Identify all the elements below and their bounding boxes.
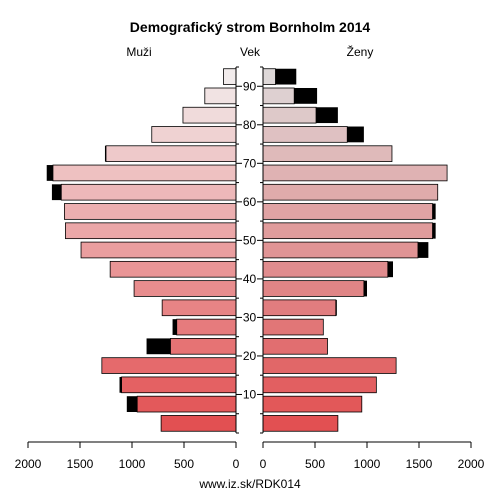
male-bar-35-39 (133, 280, 237, 297)
right-x-label-1000: 1000 (354, 457, 381, 471)
female-bar-90+ (262, 68, 276, 85)
male-bar-80-84 (182, 106, 237, 124)
chart-title: Demografický strom Bornholm 2014 (130, 19, 371, 35)
female-bar-15-19 (262, 357, 397, 374)
female-bar-5-9 (262, 395, 363, 413)
male-bar-0-4 (160, 415, 237, 432)
female-bar-65-69 (262, 164, 448, 182)
left-x-label-0: 0 (233, 457, 240, 471)
female-excess-bar-30-34 (335, 299, 337, 316)
female-bar-60-64 (262, 183, 439, 201)
left-x-label-2000: 2000 (15, 457, 42, 471)
center-axis-label: Vek (240, 45, 261, 59)
female-excess-bar-35-39 (363, 280, 367, 297)
female-excess-bar-85-89 (294, 87, 318, 104)
female-excess-bar-40-44 (387, 261, 393, 278)
female-bar-30-34 (262, 299, 337, 317)
left-x-label-1500: 1500 (67, 457, 94, 471)
male-excess-bar-60-64 (51, 184, 62, 201)
male-bar-30-34 (161, 299, 237, 317)
female-bars (262, 68, 448, 432)
female-bar-75-79 (262, 126, 348, 143)
male-bars (46, 68, 237, 432)
male-bar-75-79 (151, 126, 237, 143)
left-x-label-1000: 1000 (119, 457, 146, 471)
female-excess-bar-75-79 (347, 126, 364, 143)
male-excess-bar-5-9 (126, 396, 138, 413)
male-bar-55-59 (64, 203, 237, 220)
male-excess-bar-25-29 (172, 319, 177, 335)
male-bar-45-49 (80, 241, 237, 259)
female-bar-45-49 (262, 241, 419, 259)
female-bar-20-24 (262, 338, 328, 355)
male-bar-85-89 (204, 87, 237, 105)
female-bar-85-89 (262, 87, 295, 105)
male-bar-5-9 (136, 395, 237, 413)
female-excess-bar-90+ (275, 68, 297, 85)
right-x-label-500: 500 (305, 457, 325, 471)
female-bar-0-4 (262, 415, 339, 432)
male-bar-15-19 (101, 357, 237, 374)
right-x-label-2000: 2000 (458, 457, 485, 471)
left-x-label-500: 500 (174, 457, 194, 471)
age-label-90: 90 (243, 79, 257, 93)
male-bar-70-74 (105, 145, 237, 162)
male-bar-20-24 (170, 338, 237, 355)
male-excess-bar-10-14 (119, 376, 122, 393)
female-bar-35-39 (262, 280, 365, 297)
female-bar-25-29 (262, 318, 324, 336)
axes: 10 20 30 40 50 60 70 80 90 0 0 500 500 1000 1000 1500 15… (15, 66, 485, 471)
female-excess-bar-50-54 (432, 222, 436, 239)
age-label-80: 80 (243, 118, 257, 132)
age-label-40: 40 (243, 272, 257, 286)
right-x-label-0: 0 (260, 457, 267, 471)
age-label-70: 70 (243, 156, 257, 170)
female-excess-bar-45-49 (417, 242, 429, 258)
left-panel-label: Muži (126, 45, 151, 59)
male-bar-10-14 (121, 376, 237, 394)
female-excess-bar-80-84 (316, 107, 338, 124)
male-bar-60-64 (60, 183, 237, 201)
male-excess-bar-20-24 (146, 338, 171, 355)
female-bar-50-54 (262, 222, 433, 240)
male-bar-90+ (223, 68, 237, 85)
right-panel-label: Ženy (347, 44, 374, 59)
male-excess-bar-70-74 (104, 145, 106, 162)
male-bar-40-44 (109, 260, 237, 278)
footer-text: www.iz.sk/RDK014 (198, 477, 301, 491)
age-label-60: 60 (243, 195, 257, 209)
female-bar-10-14 (262, 376, 377, 394)
right-x-label-1500: 1500 (406, 457, 433, 471)
female-bar-70-74 (262, 145, 393, 162)
female-bar-55-59 (262, 203, 433, 220)
male-excess-bar-65-69 (46, 165, 53, 181)
age-label-30: 30 (243, 310, 257, 324)
male-bar-25-29 (176, 318, 237, 336)
male-bar-65-69 (52, 164, 237, 182)
female-bar-40-44 (262, 260, 389, 278)
female-excess-bar-55-59 (432, 203, 436, 220)
age-label-50: 50 (243, 233, 257, 247)
age-label-20: 20 (243, 349, 257, 363)
male-bar-50-54 (65, 222, 237, 240)
age-label-10: 10 (243, 387, 257, 401)
female-bar-80-84 (262, 106, 317, 124)
